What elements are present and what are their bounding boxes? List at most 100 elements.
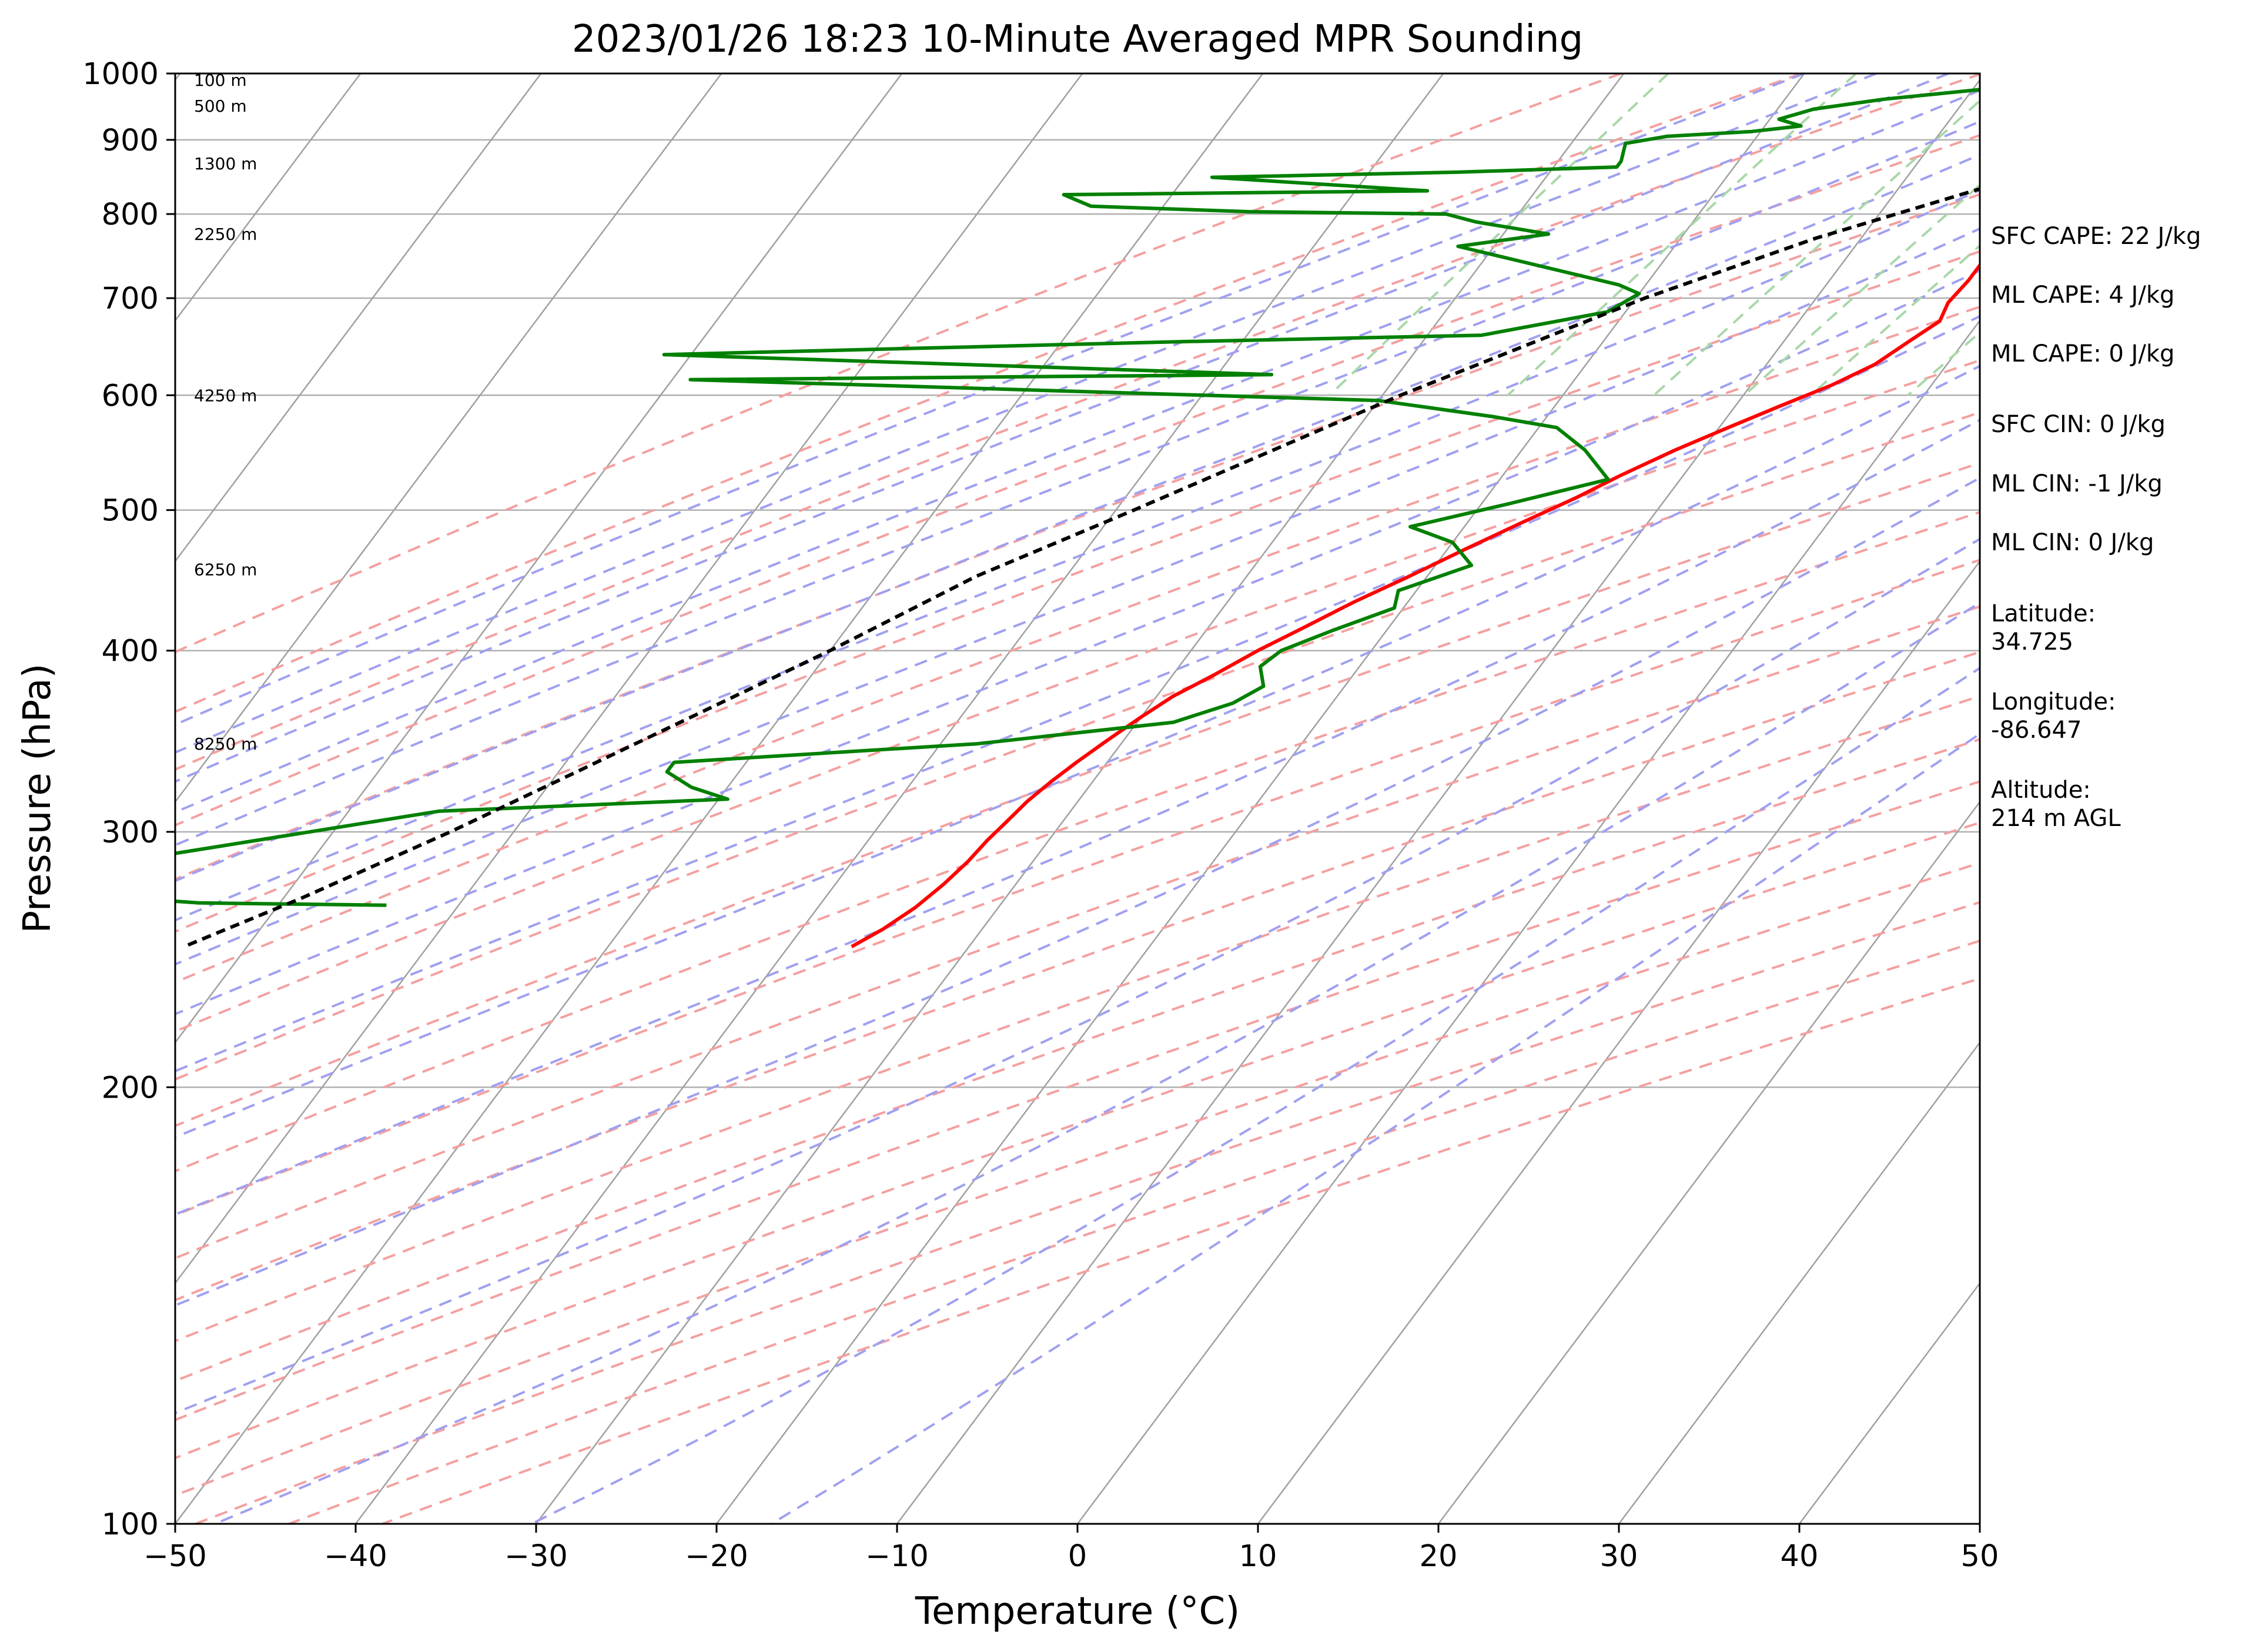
x-tick-label: 20 [1420, 1539, 1458, 1574]
dry-adiabat-line [175, 250, 1980, 933]
isotherm-line [716, 73, 1805, 1524]
y-tick-label: 800 [102, 198, 159, 232]
sounding-parameter-text: SFC CAPE: 22 J/kg [1991, 223, 2201, 250]
dry-adiabat-line [175, 462, 1980, 1128]
x-tick-label: −10 [865, 1539, 929, 1574]
x-tick-label: −40 [324, 1539, 387, 1574]
moist-adiabat-line [175, 315, 1980, 1073]
mixing-ratio-line [1507, 73, 1857, 396]
mixing-ratio-line [1810, 244, 1980, 396]
y-tick-label: 500 [102, 494, 159, 529]
dry-adiabat-line [175, 193, 1980, 881]
dry-adiabat-line [195, 901, 1980, 1524]
y-tick-label: 300 [102, 815, 159, 850]
isotherm-line [175, 73, 542, 563]
isotherm-line [536, 73, 1625, 1524]
isotherm-line [175, 73, 1083, 1285]
y-tick-label: 100 [102, 1507, 159, 1542]
x-tick-label: −50 [143, 1539, 207, 1574]
sounding-parameter-text: ML CIN: 0 J/kg [1991, 529, 2154, 556]
x-axis: −50 −40 −30 −20 −10 0 10 20 30 40 50 [143, 1524, 1999, 1574]
dry-adiabat-line [175, 605, 1980, 1260]
y-axis: 100 200 300 400 500 600 700 800 900 1000 [82, 57, 175, 1542]
isotherm-line [1257, 560, 1980, 1524]
y-tick-label: 200 [102, 1071, 159, 1105]
moist-adiabat-line [175, 537, 1980, 1414]
x-tick-label: 50 [1961, 1539, 1999, 1574]
isotherm-line [1438, 800, 1980, 1524]
moist-adiabat-line [175, 73, 1877, 754]
mixing-ratio-line [1744, 183, 1980, 396]
x-tick-label: 40 [1781, 1539, 1819, 1574]
dry-adiabat-line [175, 359, 1980, 1033]
isotherm-line [355, 73, 1444, 1524]
sounding-parameter-text: 214 m AGL [1991, 805, 2121, 832]
sounding-parameter-text: ML CIN: -1 J/kg [1991, 470, 2163, 497]
y-tick-label: 400 [102, 634, 159, 669]
sounding-parameter-text: Latitude: [1991, 600, 2096, 627]
x-tick-label: 30 [1600, 1539, 1638, 1574]
isotherm-line [1618, 1041, 1980, 1524]
dry-adiabat-line [175, 73, 1980, 771]
moist-adiabat-line [175, 476, 1980, 1307]
moist-adiabat-line [175, 73, 1949, 783]
sounding-parameter-text: -86.647 [1991, 717, 2082, 744]
height-label: 8250 m [194, 734, 257, 754]
sounding-parameters: SFC CAPE: 22 J/kg ML CAPE: 4 J/kg ML CAPE:… [1991, 223, 2201, 832]
y-tick-label: 900 [102, 123, 159, 158]
moist-adiabat-line [175, 364, 1980, 1139]
y-axis-label: Pressure (hPa) [16, 663, 59, 933]
sounding-parameter-text: SFC CIN: 0 J/kg [1991, 411, 2166, 438]
moist-adiabat-line [175, 120, 1980, 847]
height-label: 2250 m [194, 225, 257, 244]
height-label: 6250 m [194, 560, 257, 580]
sounding-parameter-text: ML CAPE: 4 J/kg [1991, 282, 2174, 309]
parcel-line [183, 187, 1980, 949]
moist-adiabat-line [175, 189, 1980, 922]
dry-adiabat-line [175, 821, 1980, 1460]
height-label: 1300 m [194, 154, 257, 173]
mixing-ratio-line [1653, 99, 1980, 396]
sounding-parameter-text: Altitude: [1991, 777, 2091, 804]
dry-adiabat-line [175, 650, 1980, 1302]
y-tick-label: 700 [102, 282, 159, 316]
dry-adiabat-line [288, 939, 1980, 1524]
y-tick-label: 600 [102, 379, 159, 413]
isotherm-line [175, 73, 362, 322]
plot-frame [174, 72, 1981, 1525]
dry-adiabat-line [175, 73, 1622, 654]
isotherm-line [1077, 319, 1980, 1524]
isotherm-line [175, 73, 903, 1044]
isotherm-line [896, 78, 1980, 1524]
moist-adiabat-line [175, 89, 1980, 814]
dry-adiabat-line [175, 861, 1980, 1497]
sounding-parameter-text: Longitude: [1991, 688, 2116, 715]
x-tick-label: 0 [1068, 1539, 1087, 1574]
dry-adiabat-line [175, 511, 1980, 1173]
reference-lines [175, 73, 1980, 1524]
x-axis-label: Temperature (°C) [915, 1590, 1240, 1633]
isotherm-line [175, 73, 722, 804]
moist-adiabat-line [175, 227, 1980, 966]
mixing-ratio-line [1329, 73, 1669, 396]
moist-adiabat-line [175, 269, 1980, 1016]
moist-adiabat-line [175, 73, 1805, 726]
y-tick-label: 1000 [82, 57, 159, 92]
sounding-parameter-text: ML CAPE: 0 J/kg [1991, 340, 2174, 367]
x-tick-label: −20 [685, 1539, 748, 1574]
x-tick-label: 10 [1239, 1539, 1277, 1574]
height-label: 500 m [194, 96, 247, 116]
moist-adiabat-line [214, 601, 1980, 1524]
height-labels: 100 m 500 m 1300 m 2250 m 4250 m 6250 m 8250 m [194, 71, 257, 754]
height-label: 100 m [194, 71, 247, 90]
sounding-traces [175, 88, 1980, 949]
moist-adiabat-line [531, 666, 1980, 1524]
dewpoint-line [175, 88, 1980, 907]
dry-adiabat-line [175, 411, 1980, 1081]
chart-title: 2023/01/26 18:23 10-Minute Averaged MPR … [572, 18, 1583, 61]
dry-adiabat-line [175, 780, 1980, 1422]
moist-adiabat-line [175, 419, 1980, 1216]
x-tick-label: −30 [504, 1539, 568, 1574]
temperature-line [851, 262, 1980, 948]
